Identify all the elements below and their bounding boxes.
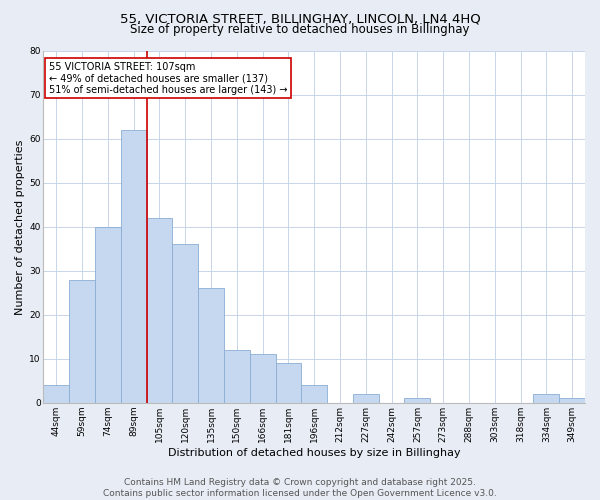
- Bar: [146, 218, 172, 403]
- Bar: [43, 385, 69, 403]
- Bar: [95, 227, 121, 403]
- Y-axis label: Number of detached properties: Number of detached properties: [15, 139, 25, 314]
- Bar: [224, 350, 250, 403]
- Bar: [353, 394, 379, 403]
- Text: 55 VICTORIA STREET: 107sqm
← 49% of detached houses are smaller (137)
51% of sem: 55 VICTORIA STREET: 107sqm ← 49% of deta…: [49, 62, 287, 95]
- Bar: [559, 398, 585, 403]
- Text: Contains HM Land Registry data © Crown copyright and database right 2025.
Contai: Contains HM Land Registry data © Crown c…: [103, 478, 497, 498]
- Bar: [250, 354, 275, 403]
- Bar: [121, 130, 146, 403]
- Bar: [404, 398, 430, 403]
- X-axis label: Distribution of detached houses by size in Billinghay: Distribution of detached houses by size …: [168, 448, 461, 458]
- Bar: [275, 363, 301, 403]
- Text: Size of property relative to detached houses in Billinghay: Size of property relative to detached ho…: [130, 22, 470, 36]
- Bar: [533, 394, 559, 403]
- Text: 55, VICTORIA STREET, BILLINGHAY, LINCOLN, LN4 4HQ: 55, VICTORIA STREET, BILLINGHAY, LINCOLN…: [119, 12, 481, 26]
- Bar: [172, 244, 198, 403]
- Bar: [301, 385, 327, 403]
- Bar: [198, 288, 224, 403]
- Bar: [69, 280, 95, 403]
